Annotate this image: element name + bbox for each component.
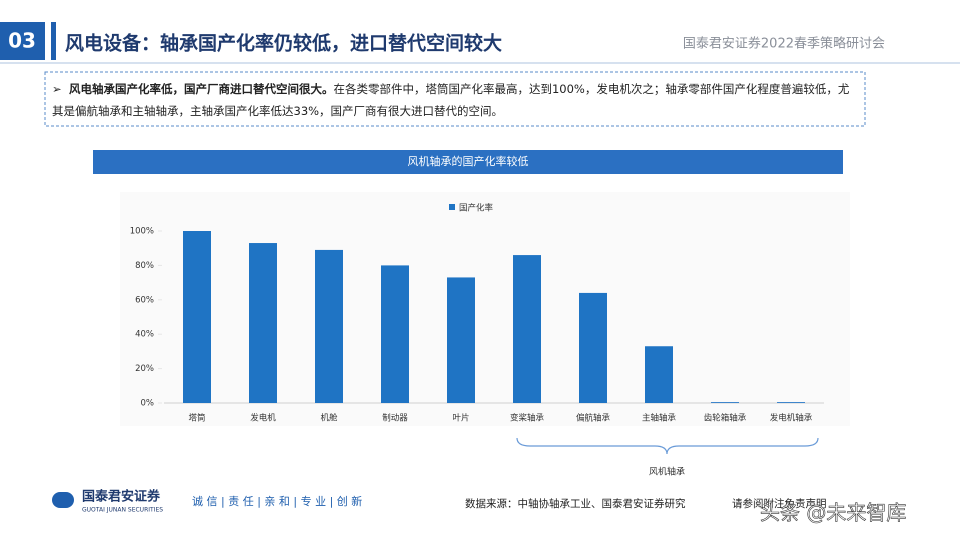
x-tick-label: 变桨轴承	[510, 413, 545, 424]
legend-label: 国产化率	[459, 203, 494, 214]
bullet-bold: 风电轴承国产化率低，国产厂商进口替代空间很大。	[68, 82, 334, 96]
bracket	[516, 437, 819, 455]
bar	[777, 402, 805, 403]
y-tick-label: 20%	[135, 364, 154, 374]
x-tick-label: 塔筒	[188, 413, 205, 424]
y-tick-label: 60%	[135, 295, 154, 305]
logo: 国泰君安证券	[82, 489, 161, 505]
y-tick-label: 0%	[141, 399, 155, 409]
bar	[711, 402, 739, 403]
logo-mark	[52, 492, 74, 508]
logo-en: GUOTAI JUNAN SECURITIES	[82, 507, 163, 514]
bar	[579, 292, 607, 403]
legend-swatch	[449, 204, 455, 210]
section-box	[0, 22, 45, 60]
chart-title-bar	[93, 150, 843, 174]
notice: 请参阅附注免责声明	[732, 497, 827, 510]
x-tick-label: 叶片	[452, 413, 469, 424]
event-name: 国泰君安证券2022春季策略研讨会	[683, 36, 885, 52]
bar	[183, 231, 211, 403]
y-tick-label: 40%	[135, 330, 154, 340]
x-tick-label: 机舱	[320, 413, 338, 424]
bar	[513, 255, 541, 403]
x-tick-label: 制动器	[382, 413, 408, 424]
bullet-text: ➢ 风电轴承国产化率低，国产厂商进口替代空间很大。在各类零部件中，塔筒国产化率最…	[52, 82, 850, 118]
x-tick-label: 偏航轴承	[576, 413, 611, 424]
y-tick-label: 100%	[130, 227, 154, 237]
bar	[447, 277, 475, 403]
y-tick-label: 80%	[135, 261, 154, 271]
annotation: 风机轴承	[649, 466, 685, 478]
bar	[249, 243, 277, 403]
slogan: 诚 信 | 责 任 | 亲 和 | 专 业 | 创 新	[192, 494, 362, 508]
note-box	[44, 71, 866, 127]
bullet-body: 在各类零部件中，塔筒国产化率最高，达到100%，发电机次之；轴承零部件国产化程度…	[52, 82, 850, 118]
source: 数据来源：中轴协轴承工业、国泰君安证券研究	[465, 497, 686, 510]
slide-title: 风电设备：轴承国产化率仍较低，进口替代空间较大	[65, 32, 502, 55]
plot-bg	[120, 192, 850, 426]
bar	[645, 346, 673, 403]
bar	[381, 265, 409, 403]
x-tick-label: 主轴轴承	[642, 413, 677, 424]
title-accent	[51, 22, 56, 60]
section-number: 03	[8, 29, 36, 53]
x-tick-label: 发电机轴承	[770, 413, 813, 424]
watermark: 头条 @未来智库	[760, 501, 906, 525]
x-tick-label: 发电机	[250, 413, 276, 424]
x-tick-label: 齿轮箱轴承	[704, 413, 747, 424]
bar	[315, 249, 343, 403]
chart-title: 风机轴承的国产化率较低	[408, 154, 529, 168]
